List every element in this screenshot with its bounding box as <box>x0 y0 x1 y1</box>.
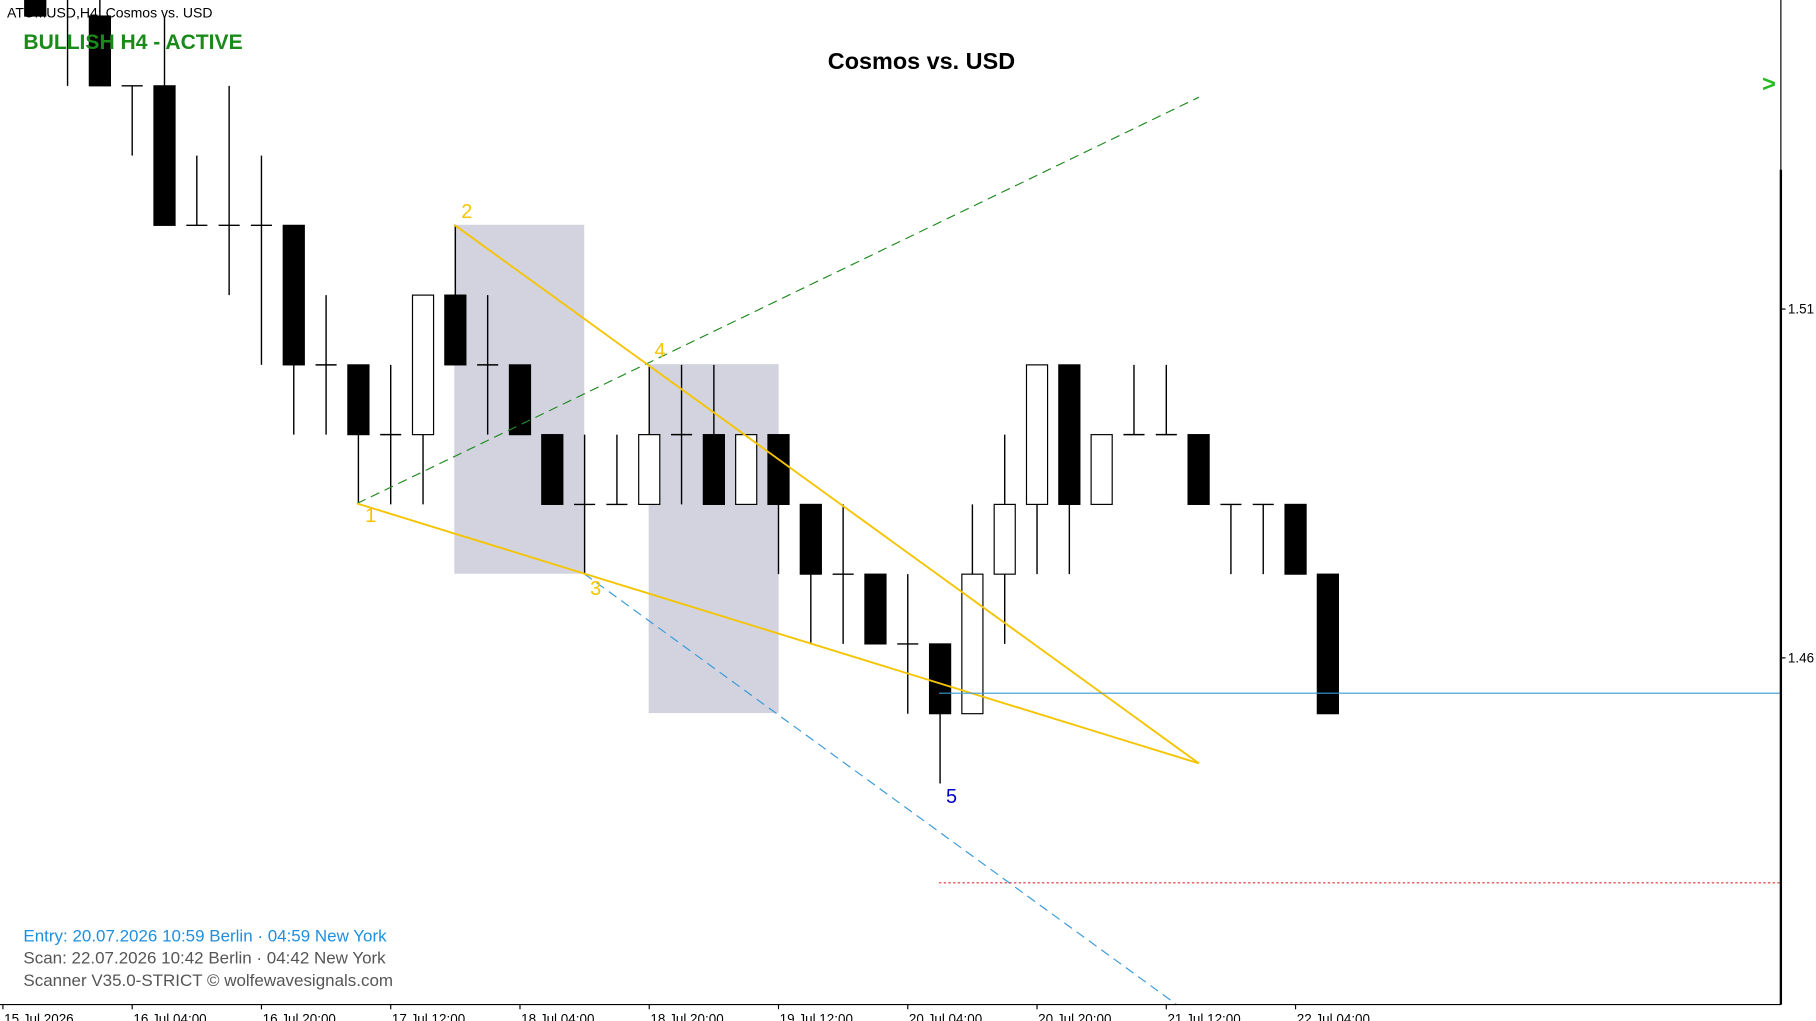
target-line <box>356 96 1200 505</box>
x-tick-label: 16 Jul 04:00 <box>133 1011 206 1021</box>
candle-body <box>799 503 822 575</box>
x-tick-label: 19 Jul 12:00 <box>780 1011 853 1021</box>
candle-body <box>1025 364 1049 505</box>
candle-body <box>508 364 532 436</box>
x-tick-label: 22 Jul 04:00 <box>1297 1011 1370 1021</box>
candle-body <box>88 15 111 87</box>
candle-body <box>541 434 564 505</box>
candle-body <box>735 434 758 505</box>
candle-body <box>1284 503 1307 575</box>
signal: > <box>1762 70 1776 96</box>
wave-label: 1 <box>365 505 376 527</box>
wave-lines <box>356 96 1781 1005</box>
x-tick-label: 18 Jul 20:00 <box>650 1011 723 1021</box>
candle-body <box>282 224 305 366</box>
candle-body <box>702 434 725 505</box>
wave-line <box>356 502 1200 765</box>
candle-body <box>767 434 790 505</box>
wave-label: 3 <box>590 578 601 600</box>
candle-body <box>928 643 952 715</box>
candle-body <box>638 434 661 505</box>
entry-info: Entry: 20.07.2026 10:59 Berlin · 04:59 N… <box>23 926 387 945</box>
x-tick-label: 20 Jul 04:00 <box>909 1011 982 1021</box>
y-tick-label: 1.51 <box>1788 302 1814 317</box>
wave-label: 5 <box>946 786 957 808</box>
scanner-info: Scanner V35.0-STRICT © wolfewavesignals.… <box>23 971 393 990</box>
candle-body <box>864 573 887 645</box>
y-tick-label: 1.46 <box>1788 651 1814 666</box>
candle-body <box>24 0 47 17</box>
candle-body <box>1187 434 1210 505</box>
candle-body <box>1316 573 1339 715</box>
x-tick-label: 15 Jul 2026 <box>4 1011 74 1021</box>
scan-info: Scan: 22.07.2026 10:42 Berlin · 04:42 Ne… <box>23 949 386 968</box>
wave-label: 2 <box>461 201 472 223</box>
x-tick-label: 17 Jul 12:00 <box>392 1011 465 1021</box>
status: BULLISH H4 - ACTIVE <box>23 31 242 54</box>
candle-body <box>411 294 435 436</box>
candle-body <box>961 573 984 715</box>
candle-body <box>153 85 176 226</box>
candle-body <box>1090 434 1113 505</box>
x-tick-label: 20 Jul 20:00 <box>1038 1011 1111 1021</box>
x-tick-label: 21 Jul 12:00 <box>1167 1011 1240 1021</box>
candle-body <box>347 364 370 436</box>
candle-body <box>444 294 467 366</box>
wave-line <box>453 224 1200 765</box>
candle-body <box>993 503 1016 575</box>
candle-body <box>1058 364 1081 505</box>
header: ATOMUSD,H4: Cosmos vs. USD <box>7 5 213 21</box>
x-tick-label: 16 Jul 20:00 <box>263 1011 336 1021</box>
x-tick-label: 18 Jul 04:00 <box>521 1011 594 1021</box>
chart-title: Cosmos vs. USD <box>828 48 1015 74</box>
channel-line <box>583 573 1178 1005</box>
plot-area <box>24 0 1339 784</box>
wave-label: 4 <box>655 340 666 362</box>
